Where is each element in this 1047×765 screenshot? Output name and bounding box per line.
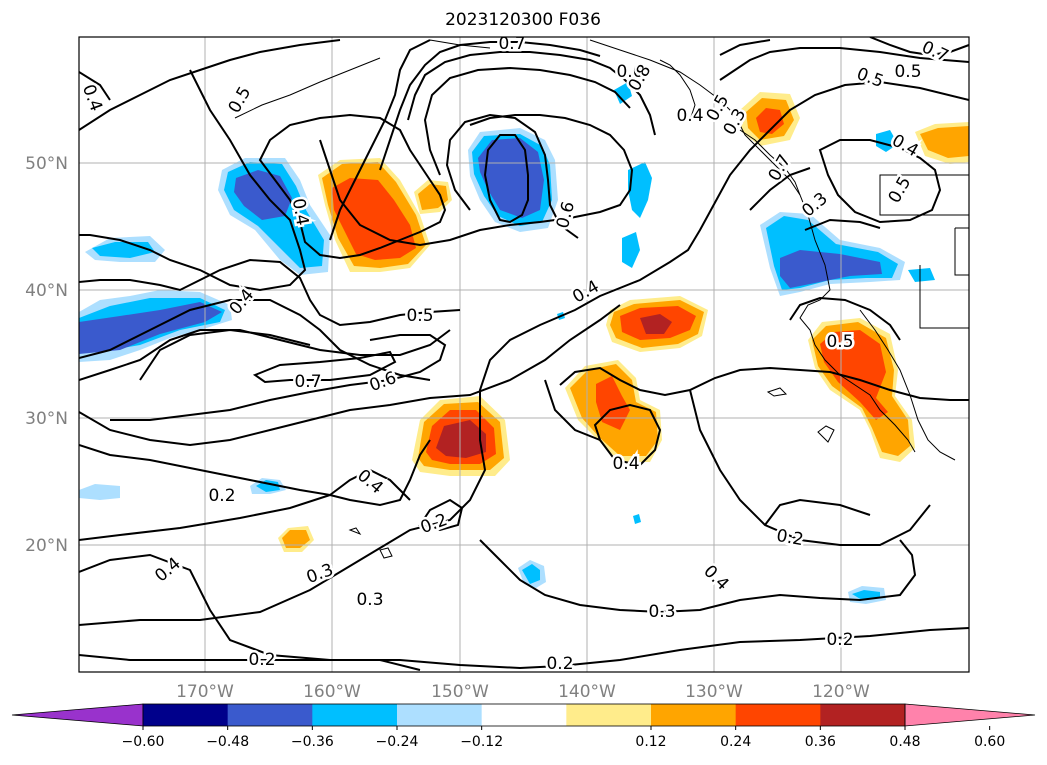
map-panel: 0.70.60.50.40.80.50.40.60.50.40.40.30.30… xyxy=(79,34,969,674)
lon-label: 140°W xyxy=(558,682,616,702)
colorbar-tick-label: 0.60 xyxy=(974,734,1005,750)
positive-anomaly-area xyxy=(756,108,784,134)
lon-label: 160°W xyxy=(303,682,361,702)
negative-anomaly-area xyxy=(908,268,935,282)
lon-label: 150°W xyxy=(431,682,489,702)
colorbar-segment xyxy=(397,704,483,726)
contour-label: 0.2 xyxy=(248,650,275,670)
colorbar: −0.60 −0.48 −0.36 −0.24 −0.12 0.12 0.24 0.36 0.4… xyxy=(11,703,1036,750)
positive-anomaly-area xyxy=(332,178,416,260)
contour-label: 0.5 xyxy=(826,332,853,352)
contour-label: 0.2 xyxy=(208,486,235,506)
contour-label: 0.2 xyxy=(826,630,853,650)
colorbar-tick-label: 0.48 xyxy=(889,734,920,750)
positive-anomaly-area xyxy=(920,126,969,158)
colorbar-segment xyxy=(227,704,313,726)
lat-label: 20°N xyxy=(25,536,68,556)
colorbar-tick-label: −0.36 xyxy=(291,734,334,750)
lon-label: 130°W xyxy=(685,682,743,702)
contour-label: 0.5 xyxy=(406,306,433,326)
negative-anomaly-area xyxy=(628,162,652,218)
colorbar-segment xyxy=(312,704,398,726)
colorbar-tick-label: 0.24 xyxy=(720,734,751,750)
positive-anomaly-area xyxy=(436,420,486,458)
gridlines xyxy=(79,37,969,672)
positive-anomaly-area xyxy=(282,530,310,548)
colorbar-tick-label: −0.60 xyxy=(122,734,165,750)
negative-anomaly-area xyxy=(79,302,222,354)
negative-anomaly-area xyxy=(780,250,882,288)
colorbar-extend-high xyxy=(904,703,1036,727)
colorbar-segment xyxy=(651,704,737,726)
contour-lines xyxy=(79,37,969,671)
negative-anomaly-area xyxy=(614,82,632,104)
contour-label: 0.3 xyxy=(648,602,675,622)
negative-anomaly-area xyxy=(633,514,641,524)
colorbar-extend-low xyxy=(11,703,144,727)
positive-anomaly-area xyxy=(640,314,672,334)
colorbar-segment xyxy=(735,704,821,726)
lon-label: 170°W xyxy=(176,682,234,702)
contour-label: 0.5 xyxy=(894,62,921,82)
lat-label: 50°N xyxy=(25,154,68,174)
contour-label: 0.7 xyxy=(498,34,525,54)
contour-label: 0.3 xyxy=(356,590,383,610)
colorbar-tick-label: −0.48 xyxy=(206,734,249,750)
colorbar-outline xyxy=(142,703,906,727)
colorbar-segment xyxy=(481,704,567,726)
colorbar-segment xyxy=(143,704,229,726)
lat-label: 30°N xyxy=(25,409,68,429)
contour-label: 0.4 xyxy=(676,106,703,126)
negative-anomaly-area xyxy=(79,484,120,500)
colorbar-segment xyxy=(820,704,906,726)
colorbar-segment xyxy=(566,704,652,726)
contour-label: 0.2 xyxy=(546,654,573,674)
map-title: 2023120300 F036 xyxy=(445,10,601,30)
lon-label: 120°W xyxy=(812,682,870,702)
coastlines xyxy=(234,39,969,559)
positive-anomaly-area xyxy=(820,330,888,420)
colorbar-tick-label: −0.12 xyxy=(460,734,503,750)
colorbar-tick-label: 0.12 xyxy=(635,734,666,750)
contour-label: 0.7 xyxy=(294,372,321,392)
colorbar-tick-label: 0.36 xyxy=(805,734,836,750)
latitude-labels: 20°N 30°N 40°N 50°N xyxy=(25,154,68,556)
negative-anomaly-area xyxy=(622,232,640,268)
colorbar-tick-label: −0.24 xyxy=(376,734,419,750)
contour-label: 0.4 xyxy=(612,454,639,474)
negative-anomaly-area xyxy=(522,564,540,584)
map-frame xyxy=(78,36,970,673)
positive-anomaly-area xyxy=(418,184,448,210)
lat-label: 40°N xyxy=(25,281,68,301)
contour-label: 0.6 xyxy=(616,62,643,82)
longitude-labels: 170°W 160°W 150°W 140°W 130°W 120°W xyxy=(176,682,870,702)
